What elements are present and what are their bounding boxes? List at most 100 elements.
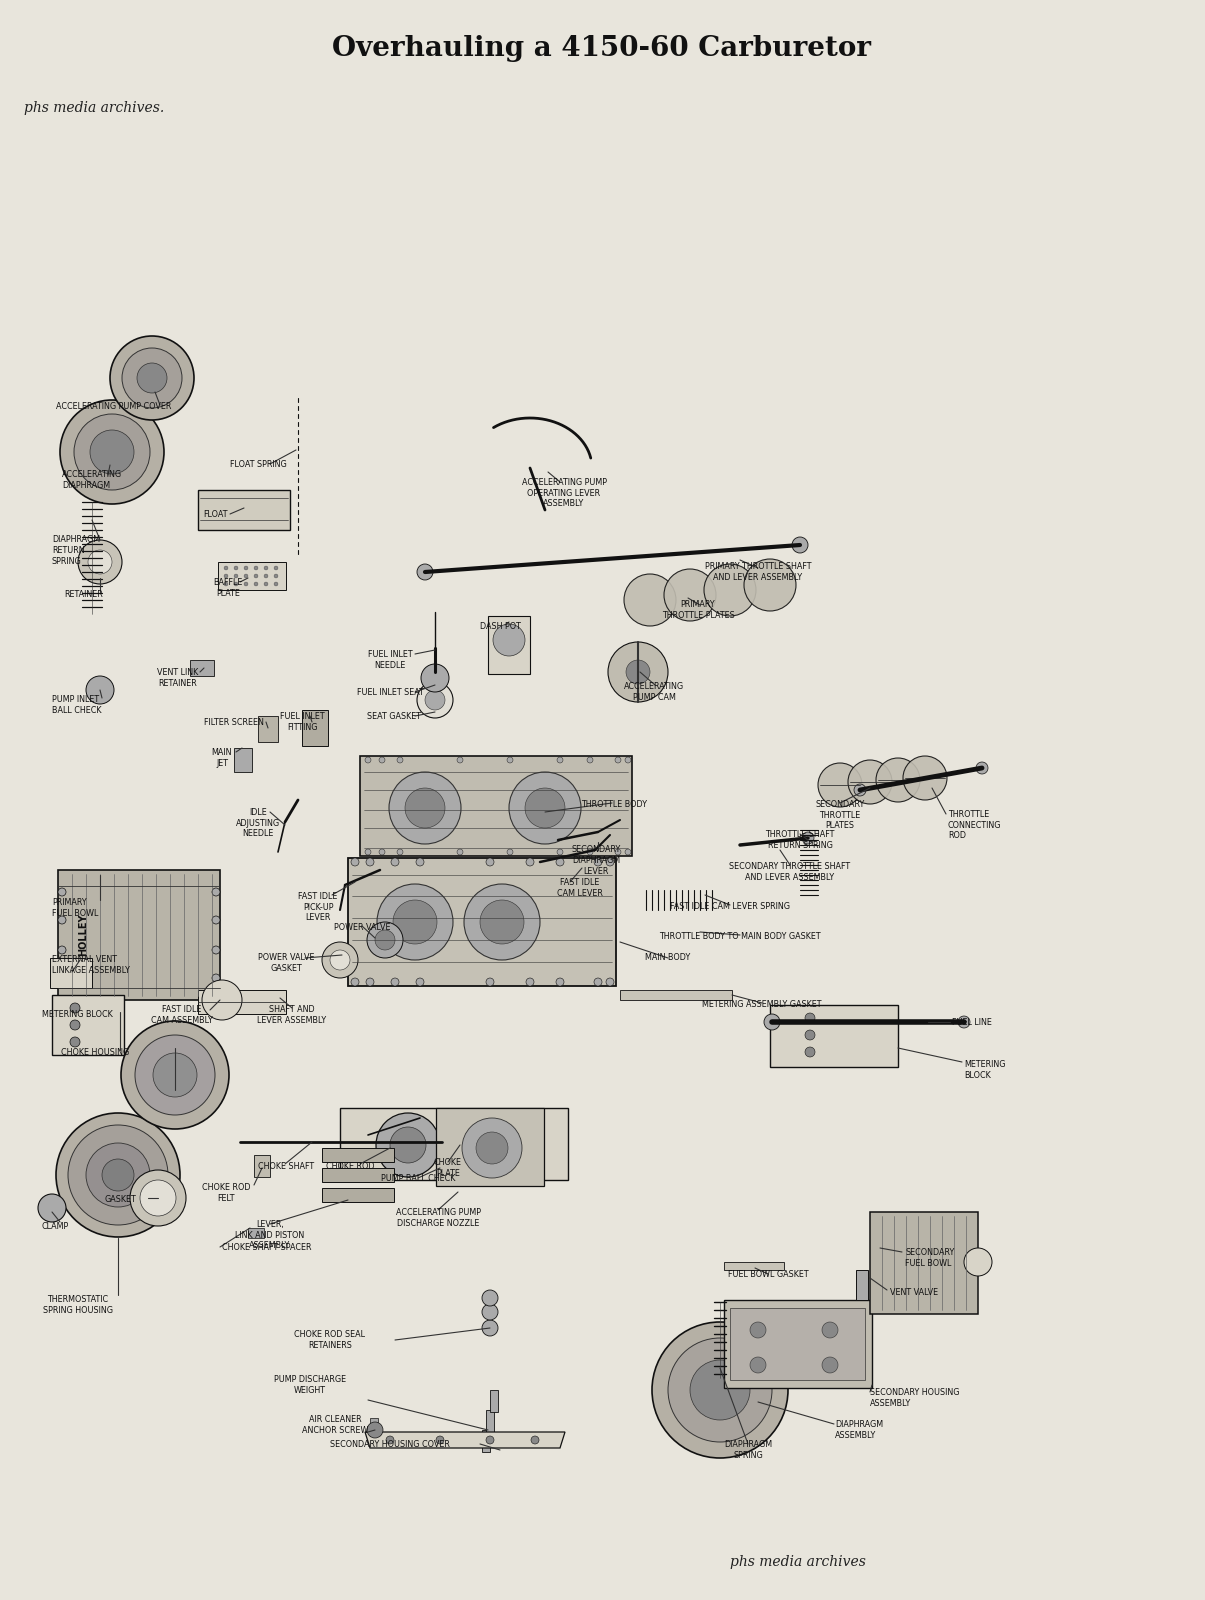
Circle shape — [377, 883, 453, 960]
Circle shape — [243, 574, 248, 578]
Text: phs media archives: phs media archives — [730, 1555, 866, 1570]
Circle shape — [805, 1013, 815, 1022]
Circle shape — [39, 1194, 66, 1222]
Circle shape — [625, 757, 631, 763]
Bar — [49, 958, 92, 987]
Circle shape — [122, 349, 182, 408]
Circle shape — [425, 690, 445, 710]
Circle shape — [822, 1357, 837, 1373]
Circle shape — [457, 757, 463, 763]
Circle shape — [86, 675, 114, 704]
Text: ACCELERATING
DIAPHRAGM: ACCELERATING DIAPHRAGM — [61, 470, 122, 490]
Circle shape — [365, 850, 371, 854]
Text: DASH POT: DASH POT — [480, 622, 521, 630]
Circle shape — [368, 922, 402, 958]
Bar — [770, 1005, 898, 1067]
Circle shape — [396, 757, 402, 763]
Circle shape — [531, 1437, 539, 1443]
Text: FAST IDLE CAM LEVER SPRING: FAST IDLE CAM LEVER SPRING — [670, 902, 790, 910]
Circle shape — [224, 574, 228, 578]
Text: CHOKE ROD
FELT: CHOKE ROD FELT — [201, 1182, 251, 1203]
Circle shape — [848, 760, 892, 803]
Circle shape — [390, 1126, 427, 1163]
Text: EXTERNAL VENT
LINKAGE ASSEMBLY: EXTERNAL VENT LINKAGE ASSEMBLY — [52, 955, 130, 974]
Text: POWER VALVE: POWER VALVE — [334, 923, 390, 931]
Text: MAIN BODY: MAIN BODY — [646, 954, 690, 962]
Circle shape — [202, 979, 242, 1021]
Text: THROTTLE BODY: THROTTLE BODY — [581, 800, 647, 810]
Circle shape — [466, 1114, 530, 1178]
Circle shape — [137, 363, 167, 394]
Text: FLOAT: FLOAT — [202, 510, 228, 518]
Text: CLAMP: CLAMP — [42, 1222, 69, 1230]
Bar — [322, 1168, 394, 1182]
Circle shape — [594, 858, 602, 866]
Bar — [58, 870, 221, 1000]
Circle shape — [822, 1322, 837, 1338]
Bar — [490, 1390, 498, 1411]
Text: METERING ASSEMBLY GASKET: METERING ASSEMBLY GASKET — [703, 1000, 822, 1010]
Circle shape — [140, 1181, 176, 1216]
Circle shape — [507, 850, 513, 854]
Circle shape — [493, 624, 525, 656]
Text: PUMP BALL CHECK: PUMP BALL CHECK — [381, 1174, 455, 1182]
Circle shape — [368, 1422, 383, 1438]
Circle shape — [664, 570, 716, 621]
Text: AIR CLEANER
ANCHOR SCREW: AIR CLEANER ANCHOR SCREW — [301, 1414, 369, 1435]
Text: THROTTLE SHAFT
RETURN SPRING: THROTTLE SHAFT RETURN SPRING — [765, 830, 835, 850]
Circle shape — [792, 538, 809, 554]
Circle shape — [366, 978, 374, 986]
Circle shape — [274, 582, 278, 586]
Circle shape — [690, 1360, 750, 1421]
Bar — [482, 1430, 490, 1453]
Circle shape — [212, 888, 221, 896]
Text: FAST IDLE
CAM ASSEMBLY: FAST IDLE CAM ASSEMBLY — [151, 1005, 213, 1024]
Text: PRIMARY
THROTTLE PLATES: PRIMARY THROTTLE PLATES — [662, 600, 734, 619]
Circle shape — [351, 858, 359, 866]
Circle shape — [457, 850, 463, 854]
Text: SECONDARY THROTTLE SHAFT
AND LEVER ASSEMBLY: SECONDARY THROTTLE SHAFT AND LEVER ASSEM… — [729, 862, 851, 882]
Circle shape — [876, 758, 919, 802]
Text: Overhauling a 4150-60 Carburetor: Overhauling a 4150-60 Carburetor — [333, 35, 871, 61]
Text: FUEL LINE: FUEL LINE — [952, 1018, 992, 1027]
Text: CHOKE
PLATE: CHOKE PLATE — [434, 1158, 462, 1178]
Circle shape — [416, 978, 424, 986]
Circle shape — [743, 558, 797, 611]
Circle shape — [366, 858, 374, 866]
Circle shape — [110, 336, 194, 419]
Text: BAFFLE
PLATE: BAFFLE PLATE — [213, 578, 242, 598]
Circle shape — [60, 400, 164, 504]
Circle shape — [234, 566, 239, 570]
Circle shape — [102, 1158, 134, 1190]
Bar — [302, 710, 328, 746]
Text: SECONDARY
THROTTLE
PLATES: SECONDARY THROTTLE PLATES — [816, 800, 865, 830]
Circle shape — [243, 566, 248, 570]
Bar — [340, 1107, 568, 1181]
Bar — [724, 1299, 872, 1387]
Text: PRIMARY THROTTLE SHAFT
AND LEVER ASSEMBLY: PRIMARY THROTTLE SHAFT AND LEVER ASSEMBL… — [705, 562, 811, 582]
Circle shape — [854, 784, 866, 795]
Text: HOLLEY: HOLLEY — [78, 914, 88, 957]
Text: ACCELERATING PUMP COVER: ACCELERATING PUMP COVER — [57, 402, 171, 411]
Circle shape — [393, 899, 437, 944]
Text: CHOKE HOUSING: CHOKE HOUSING — [61, 1048, 129, 1058]
Circle shape — [390, 978, 399, 986]
Bar — [248, 1229, 264, 1238]
Bar — [198, 490, 290, 530]
Bar — [218, 562, 286, 590]
Circle shape — [750, 1322, 766, 1338]
Circle shape — [390, 858, 399, 866]
Circle shape — [78, 541, 122, 584]
Circle shape — [476, 1133, 509, 1165]
Circle shape — [330, 950, 349, 970]
Circle shape — [380, 850, 386, 854]
Text: VENT LINK
RETAINER: VENT LINK RETAINER — [158, 669, 199, 688]
Circle shape — [482, 1290, 498, 1306]
Circle shape — [704, 565, 756, 616]
Circle shape — [405, 787, 445, 829]
Circle shape — [436, 1437, 443, 1443]
Circle shape — [594, 978, 602, 986]
Circle shape — [615, 757, 621, 763]
Circle shape — [74, 414, 149, 490]
Text: FLOAT SPRING: FLOAT SPRING — [230, 461, 287, 469]
